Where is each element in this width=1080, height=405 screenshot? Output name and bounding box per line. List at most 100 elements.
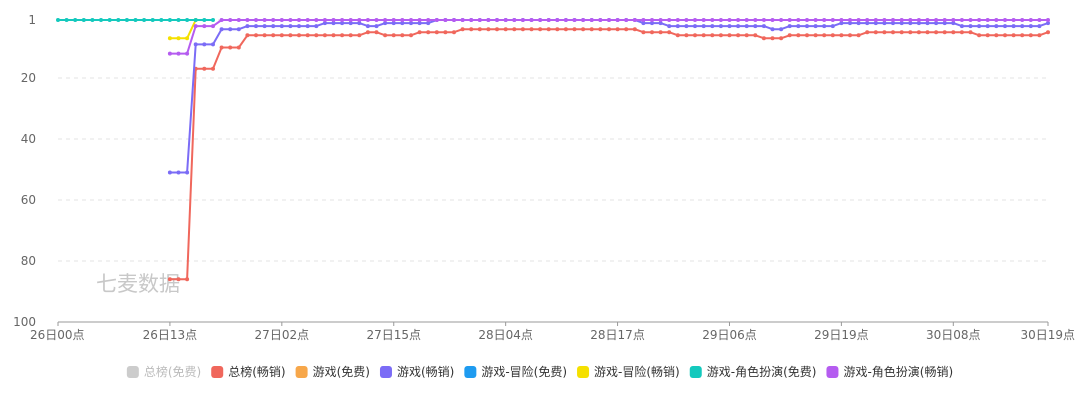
data-point [598, 18, 603, 22]
data-point [736, 33, 741, 38]
data-point [598, 27, 603, 32]
data-point [185, 170, 190, 175]
data-point [185, 51, 190, 56]
data-point [994, 33, 999, 38]
legend-item[interactable]: 游戏-冒险(畅销) [577, 364, 680, 379]
legend-item[interactable]: 游戏-角色扮演(畅销) [826, 364, 953, 379]
data-point [796, 33, 801, 38]
data-point [985, 18, 990, 22]
data-point [409, 18, 413, 22]
x-tick-label: 26日13点 [143, 328, 198, 342]
data-point [434, 30, 439, 35]
data-point [1011, 18, 1016, 22]
data-point [839, 18, 844, 22]
data-point [615, 18, 620, 22]
data-point [1037, 18, 1042, 22]
data-point [701, 18, 706, 22]
data-point [693, 24, 697, 29]
legend-swatch [689, 366, 702, 378]
data-point [1020, 18, 1025, 22]
data-point [891, 18, 895, 22]
data-point [658, 18, 663, 22]
data-point [512, 18, 517, 22]
data-point [856, 33, 861, 38]
data-point [365, 30, 370, 35]
data-point [1046, 21, 1050, 26]
legend-item[interactable]: 游戏-冒险(免费) [464, 364, 567, 379]
data-point [865, 18, 870, 22]
data-point [822, 24, 827, 29]
data-point [409, 33, 413, 38]
data-point [185, 277, 190, 282]
data-point [133, 18, 138, 22]
legend-label: 游戏(畅销) [397, 365, 454, 379]
data-point [503, 18, 508, 22]
data-point [839, 33, 844, 38]
data-point [503, 27, 508, 32]
legend-item[interactable]: 游戏-角色扮演(免费) [689, 364, 817, 379]
data-point [90, 18, 95, 22]
data-point [400, 33, 405, 38]
data-point [202, 24, 207, 29]
legend-swatch [211, 366, 224, 378]
data-point [925, 21, 930, 26]
data-point [718, 33, 723, 38]
chart-legend: 总榜(免费) 总榜(畅销) 游戏(免费) 游戏(畅销) 游戏-冒险(免费) 游戏-冒险(畅… [126, 364, 953, 379]
data-point [916, 30, 921, 35]
data-point [796, 24, 801, 29]
data-point [211, 66, 215, 71]
data-point [383, 21, 388, 26]
y-tick-label: 1 [28, 13, 36, 27]
data-point [400, 21, 405, 26]
data-point [813, 33, 818, 38]
data-point [658, 30, 663, 35]
data-point [787, 24, 792, 29]
data-point [882, 21, 887, 26]
data-point [426, 18, 431, 22]
data-point [167, 36, 172, 41]
data-point [202, 42, 207, 47]
data-point [805, 24, 809, 29]
data-point [624, 18, 629, 22]
data-point [985, 33, 990, 38]
data-point [1011, 33, 1016, 38]
legend-swatch [126, 366, 139, 378]
legend-swatch [379, 366, 392, 378]
data-point [770, 18, 775, 22]
data-point [185, 36, 190, 41]
data-point [340, 21, 345, 26]
legend-item[interactable]: 总榜(免费) [126, 364, 201, 379]
data-point [744, 33, 749, 38]
data-point [1020, 33, 1025, 38]
data-point [245, 18, 250, 22]
legend-label: 游戏-冒险(畅销) [594, 364, 680, 379]
data-point [460, 18, 465, 22]
data-point [581, 27, 586, 32]
data-point [1011, 24, 1016, 29]
legend-item[interactable]: 游戏(免费) [295, 364, 370, 379]
data-point [1046, 30, 1050, 35]
y-tick-label: 40 [21, 132, 36, 146]
data-point [718, 18, 723, 22]
data-point [951, 21, 956, 26]
data-point [701, 24, 706, 29]
legend-label: 总榜(畅销) [228, 364, 285, 379]
legend-swatch [295, 366, 308, 378]
data-point [994, 24, 999, 29]
x-tick-label: 29日19点 [814, 328, 869, 342]
data-point [848, 21, 852, 26]
data-point [761, 18, 766, 22]
data-point [727, 33, 732, 38]
data-point [314, 18, 319, 22]
data-point [159, 18, 164, 22]
data-point [365, 24, 370, 29]
data-point [779, 36, 784, 41]
data-point [770, 27, 775, 32]
data-point [865, 30, 870, 35]
legend-item[interactable]: 游戏(畅销) [379, 365, 454, 379]
data-point [675, 33, 680, 38]
data-point [753, 24, 758, 29]
legend-item[interactable]: 总榜(畅销) [211, 364, 286, 379]
data-point [1037, 24, 1042, 29]
data-point [288, 33, 293, 38]
